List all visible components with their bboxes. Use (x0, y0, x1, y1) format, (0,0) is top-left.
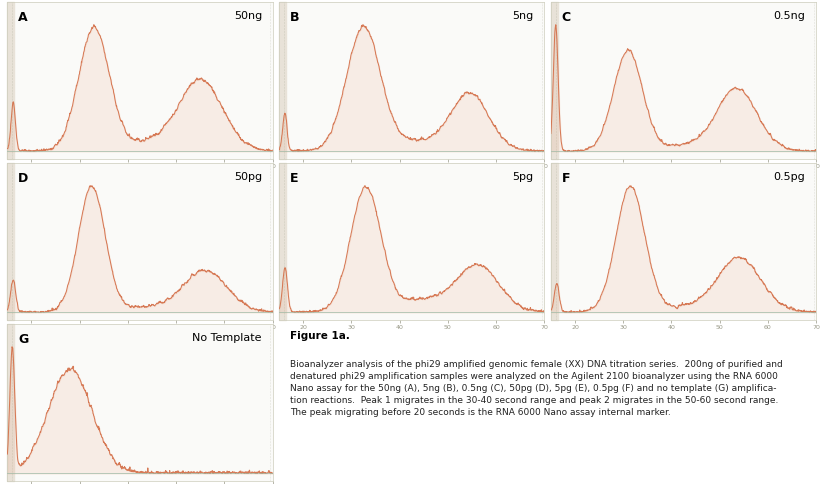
Text: A: A (18, 11, 28, 24)
Text: 5pg: 5pg (512, 171, 534, 182)
Bar (551, 3, 557, 160)
Text: B: B (290, 11, 299, 24)
Bar (551, 164, 557, 320)
Text: F: F (562, 171, 570, 184)
Text: E: E (290, 171, 298, 184)
Text: 5ng: 5ng (512, 11, 534, 21)
Text: Figure 1a.: Figure 1a. (290, 331, 350, 341)
Text: 50pg: 50pg (234, 171, 262, 182)
Bar (279, 3, 286, 160)
Bar (7, 164, 14, 320)
Text: 0.5pg: 0.5pg (773, 171, 805, 182)
Text: Bioanalyzer analysis of the phi29 amplified genomic female (XX) DNA titration se: Bioanalyzer analysis of the phi29 amplif… (290, 359, 782, 416)
Text: D: D (18, 171, 28, 184)
Text: 0.5ng: 0.5ng (773, 11, 805, 21)
Bar (7, 324, 14, 481)
Bar (279, 164, 286, 320)
Bar (7, 3, 14, 160)
Text: No Template: No Template (192, 332, 262, 342)
Text: 50ng: 50ng (234, 11, 262, 21)
Text: C: C (562, 11, 571, 24)
Text: G: G (18, 332, 28, 345)
